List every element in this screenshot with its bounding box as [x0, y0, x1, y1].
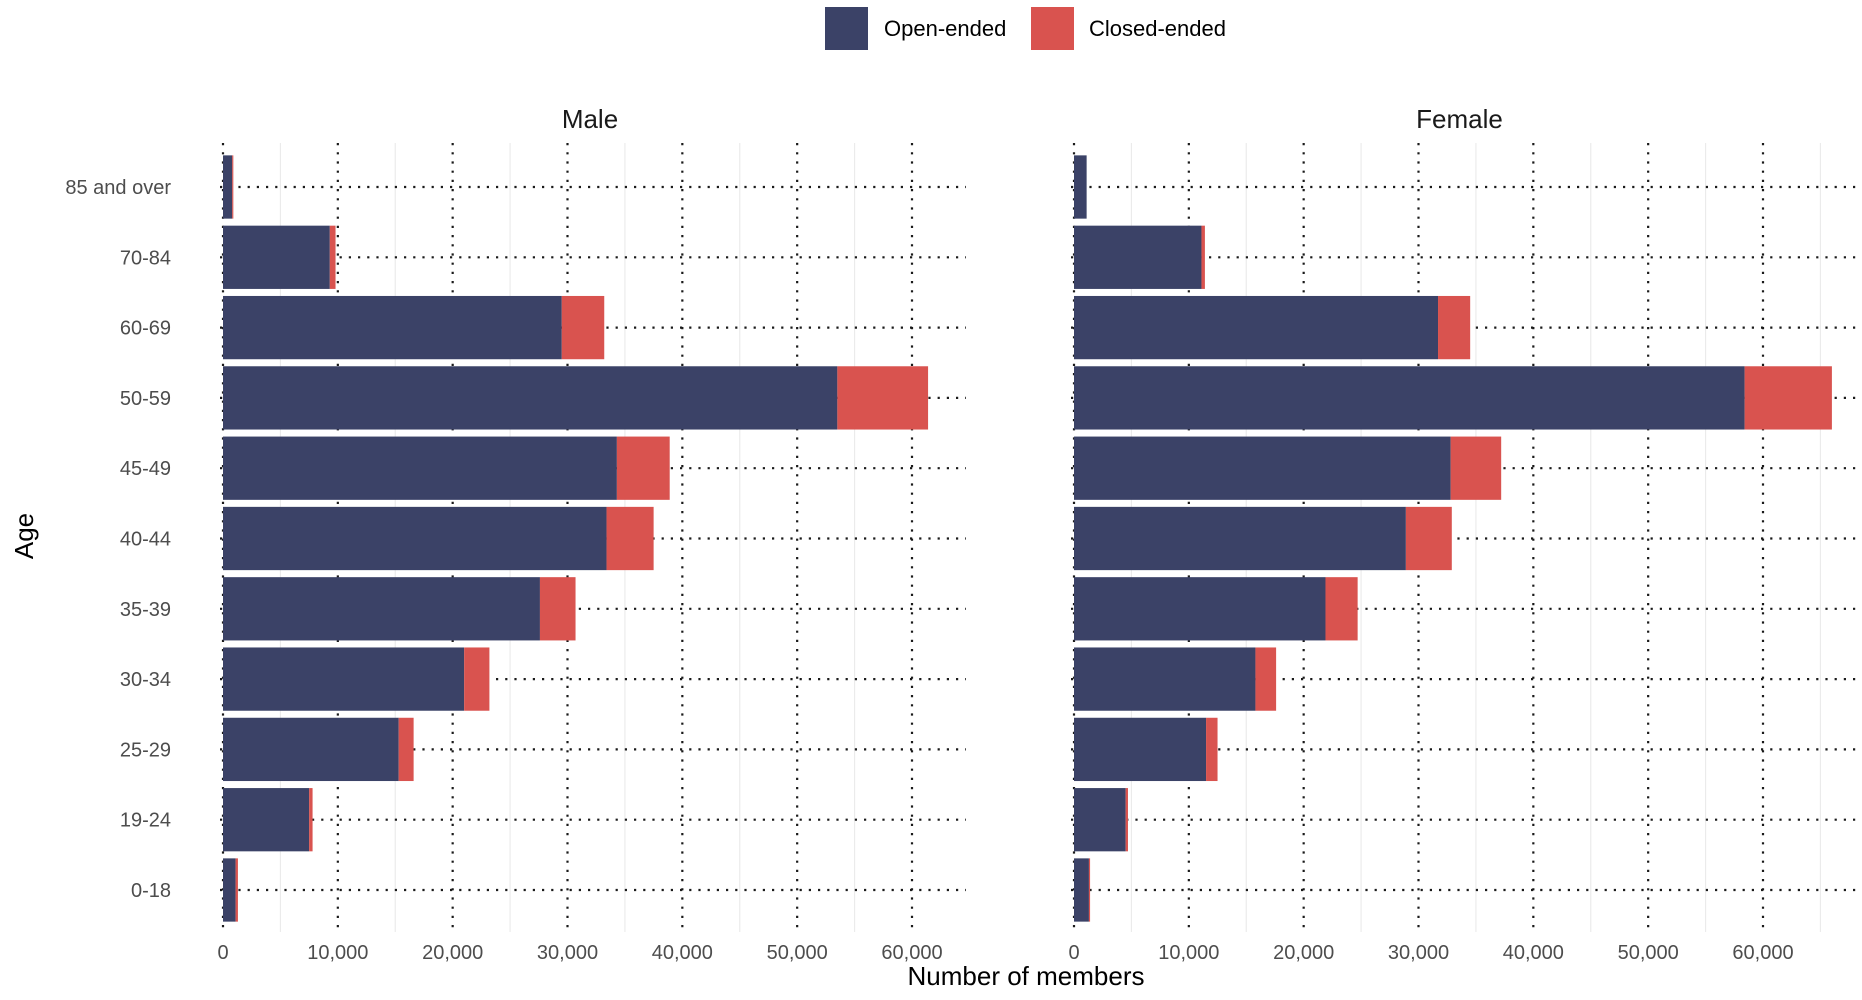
x-tick-label: 10,000 — [307, 942, 368, 964]
x-tick-label: 20,000 — [1273, 942, 1334, 964]
legend-label-open-ended: Open-ended — [884, 16, 1006, 41]
x-tick-label: 20,000 — [422, 942, 483, 964]
y-tick-label-19-24: 19-24 — [120, 810, 171, 832]
y-tick-label-60-69: 60-69 — [120, 318, 171, 340]
legend-swatch-open-ended — [825, 7, 868, 50]
bars-male — [223, 155, 929, 922]
bar-female-open-ended-19-24 — [1074, 788, 1126, 852]
bar-male-closed-ended-60-69 — [561, 295, 605, 360]
facet-title-male: Male — [562, 104, 618, 134]
bar-male-closed-ended-35-39 — [539, 577, 576, 641]
bar-female-closed-ended-0-18 — [1088, 858, 1091, 922]
bar-male-open-ended-50-59 — [223, 366, 838, 430]
x-tick-label: 60,000 — [1732, 942, 1793, 964]
x-tick-label: 50,000 — [767, 942, 828, 964]
x-tick-label: 10,000 — [1158, 942, 1219, 964]
bar-male-closed-ended-19-24 — [309, 788, 313, 852]
bar-male-open-ended-0-18 — [223, 858, 236, 922]
bar-female-open-ended-85-and-over — [1074, 155, 1087, 219]
legend: Open-ended Closed-ended — [825, 7, 1226, 50]
bar-female-closed-ended-19-24 — [1125, 788, 1128, 852]
x-tick-label: 0 — [1068, 942, 1079, 964]
bar-male-open-ended-60-69 — [223, 295, 562, 360]
bar-female-open-ended-30-34 — [1074, 647, 1256, 711]
facet-panel-female: 0 10,000 20,000 30,000 40,000 50,000 60,000 Fem… — [1068, 104, 1862, 964]
x-axis-female: 0 10,000 20,000 30,000 40,000 50,000 60,000 — [1068, 942, 1793, 964]
y-tick-label-0-18: 0-18 — [131, 880, 171, 902]
bar-male-open-ended-35-39 — [223, 577, 540, 641]
bar-female-open-ended-40-44 — [1074, 506, 1406, 571]
bar-female-open-ended-50-59 — [1074, 366, 1745, 430]
y-tick-label-70-84: 70-84 — [120, 247, 171, 269]
x-axis-male: 0 10,000 20,000 30,000 40,000 50,000 60,000 — [217, 942, 942, 964]
bar-female-closed-ended-25-29 — [1206, 717, 1218, 782]
facet-title-female: Female — [1416, 104, 1503, 134]
y-tick-label-25-29: 25-29 — [120, 739, 171, 761]
bar-female-open-ended-70-84 — [1074, 225, 1202, 289]
y-tick-label-50-59: 50-59 — [120, 388, 171, 410]
x-axis-title: Number of members — [908, 961, 1145, 991]
y-tick-label-40-44: 40-44 — [120, 529, 171, 551]
legend-label-closed-ended: Closed-ended — [1089, 16, 1226, 41]
bar-male-open-ended-70-84 — [223, 225, 330, 289]
bar-male-open-ended-30-34 — [223, 647, 465, 711]
x-tick-label: 40,000 — [1503, 942, 1564, 964]
x-tick-label: 50,000 — [1618, 942, 1679, 964]
y-tick-label-45-49: 45-49 — [120, 458, 171, 480]
bar-female-open-ended-60-69 — [1074, 295, 1439, 360]
facet-panel-male: 0 10,000 20,000 30,000 40,000 50,000 60,000 Mal… — [217, 104, 966, 964]
x-tick-label: 60,000 — [881, 942, 942, 964]
bar-male-closed-ended-85-and-over — [232, 155, 234, 219]
bar-male-closed-ended-50-59 — [837, 366, 929, 430]
legend-swatch-closed-ended — [1031, 7, 1074, 50]
bar-male-closed-ended-40-44 — [606, 506, 654, 571]
x-tick-label: 30,000 — [537, 942, 598, 964]
bar-female-closed-ended-50-59 — [1744, 366, 1832, 430]
bar-male-open-ended-19-24 — [223, 788, 310, 852]
y-tick-label-30-34: 30-34 — [120, 669, 171, 691]
bars-female — [1074, 155, 1832, 922]
x-tick-label: 30,000 — [1388, 942, 1449, 964]
bar-male-closed-ended-45-49 — [616, 436, 670, 500]
x-tick-label: 40,000 — [652, 942, 713, 964]
bar-female-open-ended-0-18 — [1074, 858, 1089, 922]
bar-female-closed-ended-40-44 — [1405, 506, 1452, 571]
bar-male-closed-ended-25-29 — [398, 717, 414, 782]
y-tick-label-85-and-over: 85 and over — [65, 177, 171, 199]
bar-male-open-ended-25-29 — [223, 717, 399, 782]
y-axis-title: Age — [9, 513, 39, 559]
bar-female-closed-ended-35-39 — [1325, 577, 1358, 641]
y-axis: 0-18 19-24 25-29 30-34 35-39 40-44 45-49 50-59 6… — [65, 177, 171, 902]
bar-male-closed-ended-0-18 — [235, 858, 238, 922]
bar-female-closed-ended-45-49 — [1450, 436, 1502, 500]
bar-male-open-ended-45-49 — [223, 436, 617, 500]
bar-female-closed-ended-70-84 — [1201, 225, 1205, 289]
bar-male-closed-ended-70-84 — [329, 225, 336, 289]
y-tick-label-35-39: 35-39 — [120, 599, 171, 621]
bar-female-open-ended-25-29 — [1074, 717, 1207, 782]
bar-female-open-ended-45-49 — [1074, 436, 1451, 500]
bar-male-open-ended-85-and-over — [223, 155, 233, 219]
x-tick-label: 0 — [217, 942, 228, 964]
bar-female-closed-ended-60-69 — [1438, 295, 1471, 360]
bar-female-closed-ended-30-34 — [1255, 647, 1277, 711]
bar-male-open-ended-40-44 — [223, 506, 607, 571]
bar-male-closed-ended-30-34 — [464, 647, 490, 711]
bar-female-open-ended-35-39 — [1074, 577, 1326, 641]
